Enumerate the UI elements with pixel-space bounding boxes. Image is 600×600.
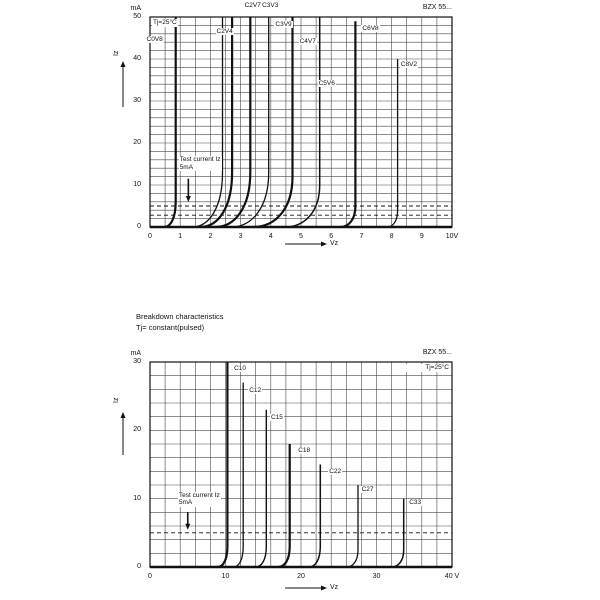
curve-C2V7	[200, 17, 234, 229]
right-arrow-icon	[321, 585, 327, 591]
curve-label-C18: C18	[297, 446, 312, 454]
section-subheading: Tj= constant(pulsed)	[136, 323, 205, 332]
curve-label-C10: C10	[233, 364, 248, 372]
y-tick-label: 20	[133, 426, 141, 434]
x-tick-label: 4	[268, 233, 273, 240]
right-arrow-icon	[321, 241, 327, 247]
y-tick-label: 0	[137, 223, 141, 230]
x-tick-label: 0	[148, 573, 152, 580]
up-arrow-icon	[120, 61, 126, 67]
y-tick-label: 10	[133, 494, 141, 502]
curve-C3V3	[215, 17, 252, 229]
x-tick-label: 30	[372, 573, 381, 580]
y-axis-label: Iz	[113, 397, 120, 403]
y-unit-label: mA	[130, 350, 142, 357]
x-tick-label: 40 V	[444, 573, 460, 580]
test-annotation: Test current Iz 5mA	[178, 156, 222, 172]
curve-label-C5V6: C5V6	[317, 80, 336, 87]
x-tick-label: 6	[329, 233, 334, 240]
y-tick-label: 40	[133, 55, 141, 62]
x-tick-label: 10	[221, 573, 230, 580]
y-tick-label: 30	[133, 358, 141, 365]
curve-C5V6	[284, 17, 321, 228]
section-heading: Breakdown characteristics	[136, 312, 224, 321]
curve-C6V8	[340, 21, 357, 229]
curve-C8V2	[387, 59, 399, 228]
curve-C12	[233, 382, 244, 568]
down-arrow-icon	[185, 195, 191, 202]
curve-C0V8	[164, 17, 177, 229]
x-axis-label: Vz	[330, 240, 339, 247]
y-tick-label: 50	[133, 13, 141, 20]
y-tick-label: 20	[133, 139, 141, 146]
curve-C15	[255, 409, 267, 568]
curve-C18	[278, 444, 291, 569]
x-axis-label: Vz	[330, 584, 339, 591]
curve-label-C4V7: C4V7	[298, 38, 317, 45]
condition-label: Tj=25°C	[152, 19, 178, 27]
y-unit-label: mA	[130, 5, 142, 12]
y-tick-label: 10	[133, 181, 141, 188]
curve-label-C0V8: C0V8	[145, 35, 164, 43]
x-tick-label: 8	[389, 233, 394, 240]
curve-label-C15: C15	[270, 413, 284, 421]
curve-C4V7	[253, 17, 294, 229]
up-arrow-icon	[120, 412, 126, 418]
x-tick-label: 0	[148, 233, 152, 240]
curve-label-C22: C22	[328, 467, 343, 475]
x-tick-label: 3	[238, 233, 243, 240]
x-tick-label: 1	[178, 233, 183, 240]
chart-high-voltage-region: 0 10 20 30 40 V 0 10 20 30 mA BZX 55... Tj=25°C C10 C…	[0, 305, 600, 600]
curve-label-C6V8: C6V8	[361, 24, 380, 32]
curve-C2V4	[192, 17, 224, 228]
curve-C27	[346, 485, 359, 568]
down-arrow-icon	[185, 523, 191, 530]
curve-C33	[391, 498, 405, 568]
x-tick-label: 9	[419, 233, 424, 240]
x-tick-label: 5	[299, 233, 303, 240]
y-axis-label: Iz	[113, 50, 120, 56]
x-tick-label: 10V	[445, 233, 459, 240]
chart-low-voltage-region: 0 1 2 3 4 5 6 7 8 9 10V 0 10 20 30 40 50 mA BZX 55... Tj=25…	[0, 0, 600, 258]
x-tick-label: 7	[359, 233, 364, 240]
y-tick-label: 0	[137, 563, 141, 570]
curve-label-C2V7: C2V7	[243, 2, 262, 10]
curve-C10	[217, 362, 229, 569]
x-tick-label: 2	[208, 233, 213, 240]
curve-label-C33: C33	[408, 498, 423, 506]
curve-label-C8V2: C8V2	[399, 61, 419, 69]
curve-label-C3V9: C3V9	[274, 21, 293, 29]
curve-label-C3V3: C3V3	[261, 2, 280, 10]
chart-canvas	[120, 361, 453, 591]
x-tick-label: 20	[297, 573, 305, 580]
curve-label-C2V4: C2V4	[215, 27, 234, 35]
curve-C3V9	[230, 17, 270, 228]
chart-title: BZX 55...	[422, 4, 452, 11]
condition-label: Tj=25°C	[402, 364, 450, 372]
section-heading-block: Breakdown characteristics Tj= constant(p…	[136, 311, 224, 333]
curve-label-C12: C12	[248, 386, 263, 394]
curve-C22	[308, 464, 322, 568]
chart-title: BZX 55...	[422, 349, 452, 356]
curve-label-C27: C27	[360, 486, 375, 494]
test-annotation: Test current Iz 5mA	[177, 491, 221, 507]
y-tick-label: 30	[133, 97, 141, 104]
